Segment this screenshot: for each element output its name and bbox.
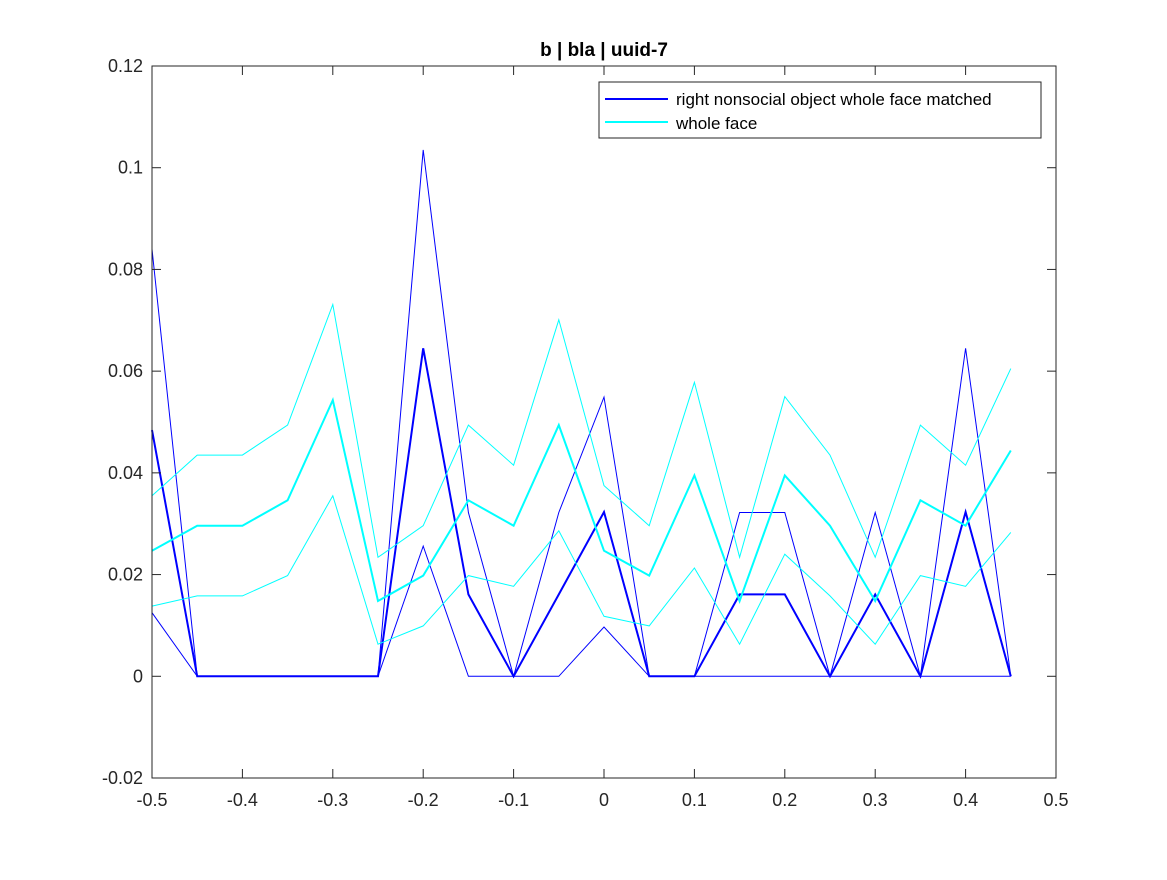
ticks-layer: -0.5 -0.4 -0.3 -0.2 -0.1 0 0.1 0.2 0.3 0.4 0.5 -0.0… <box>102 56 1069 810</box>
y-tick-label: 0.04 <box>108 463 143 483</box>
y-tick-label: 0.12 <box>108 56 143 76</box>
y-tick-label: 0 <box>133 666 143 686</box>
x-tick-label: 0.4 <box>953 790 978 810</box>
legend-label-series-2: whole face <box>675 114 757 133</box>
legend-box <box>598 81 1042 139</box>
series-layer <box>151 149 1012 679</box>
series-2-lower-line <box>151 494 1012 646</box>
x-tick-label: 0.3 <box>863 790 888 810</box>
series-2-upper-line <box>151 302 1012 560</box>
y-tick-label: 0.1 <box>118 158 143 178</box>
y-tick-label: -0.02 <box>102 768 143 788</box>
legend-label-series-1: right nonsocial object whole face matche… <box>676 90 992 109</box>
series-1-mean-line <box>151 348 1012 679</box>
x-tick-label: -0.1 <box>498 790 529 810</box>
x-tick-label: -0.4 <box>227 790 258 810</box>
x-tick-label: 0.1 <box>682 790 707 810</box>
x-tick-label: -0.3 <box>317 790 348 810</box>
x-tick-label: 0.2 <box>772 790 797 810</box>
x-tick-label: -0.2 <box>408 790 439 810</box>
plot-background <box>152 66 1056 778</box>
y-tick-label: 0.02 <box>108 565 143 585</box>
legend: right nonsocial object whole face matche… <box>598 81 1042 139</box>
x-tick-label: 0 <box>599 790 609 810</box>
y-tick-label: 0.08 <box>108 259 143 279</box>
x-tick-label: 0.5 <box>1043 790 1068 810</box>
series-2-mean-line <box>151 396 1012 604</box>
y-tick-label: 0.06 <box>108 361 143 381</box>
chart-title: b | bla | uuid-7 <box>540 40 668 61</box>
x-tick-label: -0.5 <box>136 790 167 810</box>
